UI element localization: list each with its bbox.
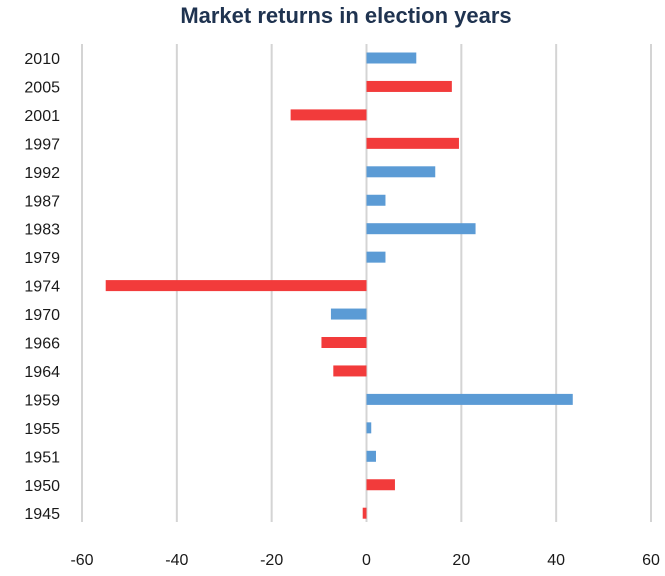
x-tick-label: 0 xyxy=(362,552,371,569)
bar-1992 xyxy=(366,166,436,178)
y-tick-labels: 2010 2005 2001 1997 1992 1987 1983 1979 1974 1970… xyxy=(24,51,60,523)
bar-1983 xyxy=(366,223,476,235)
y-tick-label-2001: 2001 xyxy=(24,108,60,125)
bar-1945 xyxy=(362,507,367,519)
y-tick-label-1964: 1964 xyxy=(24,364,60,381)
x-tick-label: -40 xyxy=(165,552,188,569)
x-tick-label: -20 xyxy=(260,552,283,569)
y-tick-label-1955: 1955 xyxy=(24,421,60,438)
y-tick-label-1945: 1945 xyxy=(24,506,60,523)
y-tick-label-2010: 2010 xyxy=(24,51,60,68)
x-tick-labels: -60 -40 -20 0 20 40 60 xyxy=(70,552,660,569)
y-tick-label-1987: 1987 xyxy=(24,193,60,210)
x-tick-label: 20 xyxy=(452,552,470,569)
bar-2001 xyxy=(290,109,367,121)
y-tick-label-1983: 1983 xyxy=(24,222,60,239)
bar-1979 xyxy=(366,251,386,263)
bar-1951 xyxy=(366,450,376,462)
bar-1950 xyxy=(366,479,395,491)
x-tick-label: -60 xyxy=(70,552,93,569)
y-tick-label-2005: 2005 xyxy=(24,79,60,96)
x-tick-label: 60 xyxy=(642,552,660,569)
bar-1959 xyxy=(366,393,573,405)
y-tick-label-1979: 1979 xyxy=(24,250,60,267)
bar-1974 xyxy=(105,280,367,292)
bar-1970 xyxy=(330,308,367,320)
bar-1955 xyxy=(366,422,372,434)
y-tick-label-1966: 1966 xyxy=(24,336,60,353)
y-tick-label-1950: 1950 xyxy=(24,478,60,495)
bar-2005 xyxy=(366,80,452,92)
bar-1966 xyxy=(321,337,367,348)
x-tick-label: 40 xyxy=(547,552,565,569)
y-tick-label-1992: 1992 xyxy=(24,165,60,182)
y-tick-label-1974: 1974 xyxy=(24,279,60,296)
y-tick-label-1951: 1951 xyxy=(24,449,60,466)
bar-1987 xyxy=(366,194,386,206)
y-tick-label-1959: 1959 xyxy=(24,392,60,409)
y-tick-label-1970: 1970 xyxy=(24,307,60,324)
y-tick-label-1997: 1997 xyxy=(24,136,60,153)
bar-2010 xyxy=(366,52,417,64)
bar-1997 xyxy=(366,137,459,149)
bar-1964 xyxy=(333,365,367,377)
chart-title: Market returns in election years xyxy=(180,3,511,28)
bar-layer xyxy=(105,52,573,519)
